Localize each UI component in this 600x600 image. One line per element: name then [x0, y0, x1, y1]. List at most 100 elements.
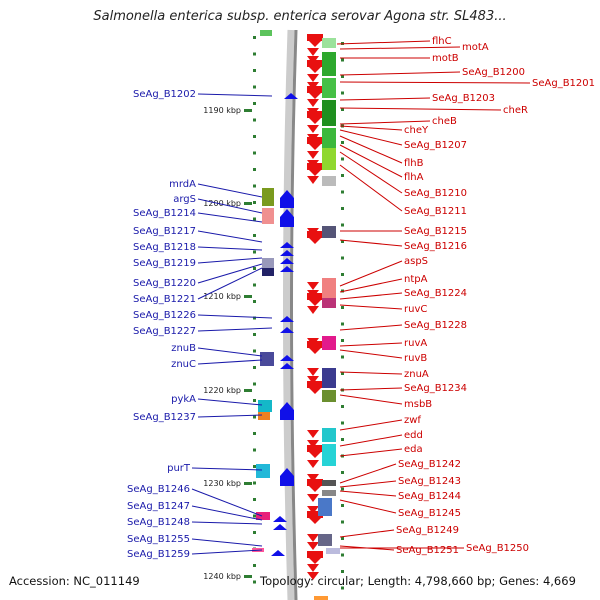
- tick-mark: [341, 421, 344, 425]
- forward-gene-label: flhC: [432, 36, 452, 47]
- tick-mark: [341, 174, 344, 177]
- tick-mark: [253, 481, 256, 485]
- tick-mark: [253, 564, 256, 567]
- forward-gene-label: SeAg_B1211: [404, 206, 467, 217]
- tick-mark: [253, 432, 256, 435]
- forward-gene-body: [307, 111, 323, 118]
- forward-gene-block: [322, 444, 336, 466]
- tick-mark: [341, 75, 344, 78]
- reverse-gene-label: SeAg_B1255: [127, 534, 190, 545]
- tick-mark: [253, 184, 256, 188]
- forward-gene-arrow: [307, 534, 319, 542]
- kbp-label: 1200 kbp: [203, 199, 241, 208]
- tick-mark: [341, 58, 344, 62]
- forward-gene-leader: [339, 129, 403, 146]
- tick-mark: [341, 553, 344, 557]
- genome-title: Salmonella enterica subsp. enterica sero…: [93, 9, 507, 24]
- tick-mark: [341, 91, 344, 95]
- forward-gene-body: [307, 86, 323, 93]
- reverse-gene-label: SeAg_B1214: [133, 208, 196, 219]
- reverse-gene-arrow: [280, 355, 294, 361]
- forward-gene-body: [307, 479, 323, 486]
- forward-gene-body: [307, 163, 323, 170]
- reverse-gene-label: SeAg_B1227: [133, 326, 196, 337]
- kbp-tick: [244, 109, 252, 112]
- reverse-gene-leader: [191, 505, 263, 521]
- forward-gene-label: zwf: [404, 415, 421, 426]
- reverse-gene-block: [262, 258, 274, 268]
- tick-mark: [253, 580, 256, 584]
- tick-mark: [253, 448, 256, 452]
- reverse-gene-label: SeAg_B1246: [127, 484, 190, 495]
- tick-mark: [341, 273, 344, 276]
- tick-mark: [341, 141, 344, 144]
- reverse-gene-label: znuB: [171, 343, 196, 354]
- reverse-gene-label: SeAg_B1226: [133, 310, 196, 321]
- forward-gene-body: [307, 381, 323, 388]
- forward-gene-block: [322, 278, 336, 298]
- reverse-gene-label: SeAg_B1259: [127, 549, 190, 560]
- forward-gene-body: [307, 341, 323, 348]
- forward-gene-arrow: [307, 474, 319, 482]
- forward-gene-label: ruvB: [404, 353, 427, 364]
- reverse-gene-block: [260, 30, 272, 36]
- reverse-gene-arrow: [280, 242, 294, 248]
- forward-gene-block: [326, 548, 340, 554]
- forward-gene-leader: [339, 151, 403, 194]
- forward-gene-label: cheB: [432, 116, 457, 127]
- reverse-gene-arrow: [280, 266, 294, 272]
- tick-mark: [253, 85, 256, 89]
- forward-gene-block: [322, 176, 336, 186]
- forward-gene-block: [322, 390, 336, 402]
- tick-mark: [341, 570, 344, 573]
- reverse-gene-label: SeAg_B1237: [133, 412, 196, 423]
- forward-gene-leader: [339, 81, 531, 84]
- forward-gene-block: [322, 428, 336, 442]
- reverse-gene-block: [262, 188, 274, 206]
- tick-mark: [253, 118, 256, 122]
- accession-label: Accession: NC_011149: [9, 574, 140, 588]
- forward-gene-label: eda: [404, 444, 423, 455]
- reverse-gene-leader: [191, 549, 263, 555]
- forward-gene-leader: [339, 371, 403, 375]
- reverse-gene-label: mrdA: [169, 179, 196, 190]
- tick-mark: [341, 339, 344, 342]
- reverse-gene-leader: [191, 521, 263, 525]
- tick-mark: [341, 471, 344, 474]
- forward-gene-block: [322, 52, 336, 76]
- reverse-gene-leader: [197, 93, 273, 97]
- tick-mark: [341, 207, 344, 210]
- reverse-gene-label: pykA: [171, 394, 196, 405]
- reverse-gene-leader: [197, 267, 263, 300]
- forward-gene-label: edd: [404, 430, 423, 441]
- forward-gene-leader: [339, 342, 403, 347]
- kbp-label: 1210 kbp: [203, 292, 241, 301]
- forward-gene-label: SeAg_B1224: [404, 288, 467, 299]
- tick-mark: [341, 586, 344, 590]
- tick-mark: [253, 399, 256, 402]
- forward-gene-arrow: [307, 99, 319, 107]
- tick-mark: [341, 306, 344, 309]
- reverse-gene-block: [258, 400, 272, 412]
- reverse-gene-label: SeAg_B1219: [133, 258, 196, 269]
- reverse-gene-label: SeAg_B1248: [127, 517, 190, 528]
- reverse-gene-block: [262, 208, 274, 224]
- reverse-gene-leader: [191, 538, 263, 547]
- reverse-gene-arrow: [280, 209, 294, 227]
- forward-gene-body: [307, 137, 323, 144]
- reverse-gene-leader: [191, 467, 263, 471]
- forward-gene-body: [307, 34, 323, 41]
- forward-gene-leader: [339, 278, 403, 293]
- forward-gene-leader: [339, 499, 397, 514]
- forward-gene-label: cheR: [503, 105, 528, 116]
- forward-gene-leader: [339, 463, 397, 484]
- forward-gene-label: SeAg_B1242: [398, 459, 461, 470]
- reverse-gene-arrow: [280, 402, 294, 420]
- forward-gene-label: SeAg_B1228: [404, 320, 467, 331]
- reverse-gene-label: purT: [167, 463, 191, 474]
- reverse-gene-leader: [197, 212, 263, 223]
- forward-gene-label: SeAg_B1201: [532, 78, 595, 89]
- reverse-gene-block: [262, 268, 274, 276]
- forward-gene-label: SeAg_B1203: [432, 93, 495, 104]
- reverse-gene-label: SeAg_B1202: [133, 89, 196, 100]
